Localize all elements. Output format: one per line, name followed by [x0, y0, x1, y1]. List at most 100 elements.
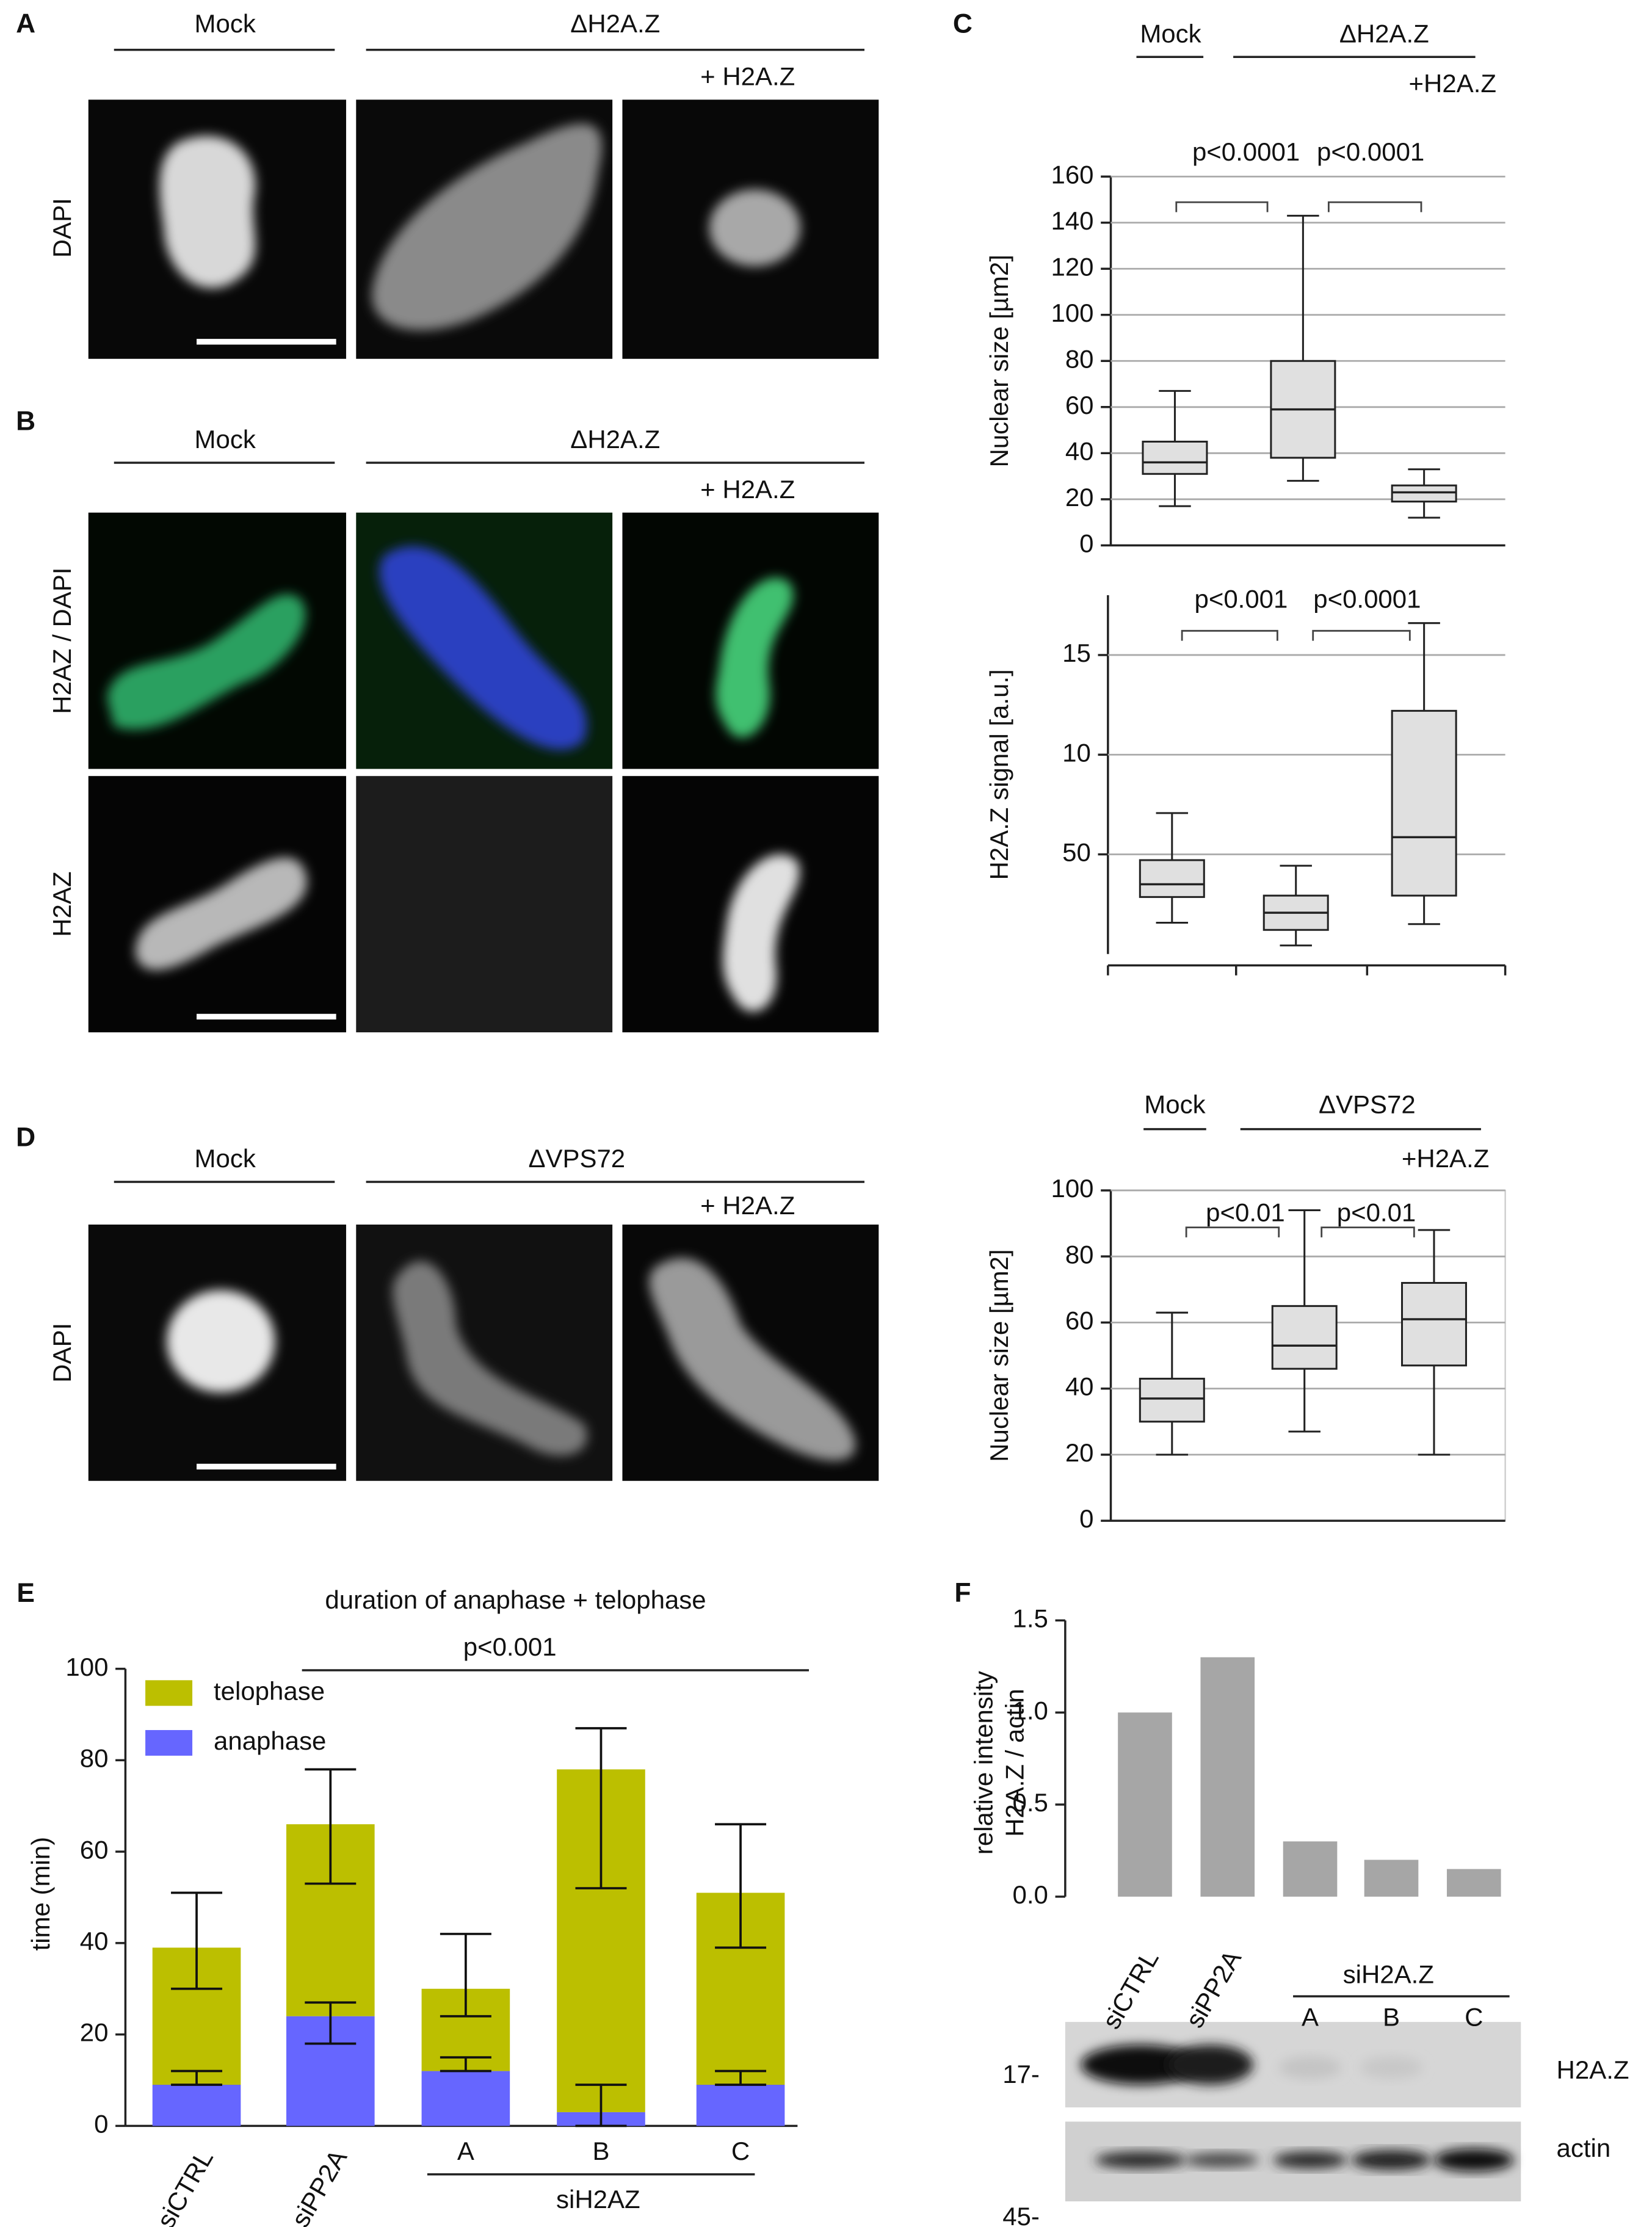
subheader: + H2A.Z — [700, 1191, 795, 1220]
header: ΔH2A.Z — [570, 425, 660, 454]
header: Mock — [1140, 19, 1201, 48]
box — [1139, 1377, 1205, 1423]
y-tick-label: 0 — [1079, 1504, 1093, 1533]
p-value: p<0.0001 — [1313, 584, 1421, 613]
nucleus — [379, 546, 587, 750]
p-value: p<0.01 — [1337, 1198, 1416, 1227]
p-value: p<0.01 — [1206, 1198, 1285, 1227]
band — [1184, 2153, 1259, 2168]
x-tick-label: B — [592, 2137, 609, 2165]
panel-letter: D — [16, 1123, 35, 1153]
subheader: + H2A.Z — [700, 62, 795, 90]
chart-title: duration of anaphase + telophase — [325, 1585, 706, 1614]
y-tick-label: 1.5 — [1013, 1604, 1048, 1632]
box — [1391, 484, 1457, 503]
header: Mock — [1144, 1090, 1206, 1118]
bar-segment — [696, 2085, 785, 2126]
y-axis-label: H2A.Z / actin — [1001, 1689, 1029, 1837]
bracket — [1312, 629, 1411, 641]
nucleus — [649, 1258, 856, 1461]
band — [1167, 2044, 1253, 2085]
y-tick-label: 20 — [1065, 1438, 1094, 1467]
panel-letter: E — [16, 1578, 35, 1608]
group-label: siH2A.Z — [1343, 1960, 1434, 1989]
p-value: p<0.001 — [1194, 584, 1288, 613]
y-tick-label: 60 — [80, 1835, 109, 1864]
x-tick-label: C — [731, 2137, 750, 2165]
micrograph-row — [88, 100, 879, 359]
band — [1273, 2151, 1347, 2169]
y-tick-label: 160 — [1051, 160, 1093, 189]
y-tick-label: 100 — [1051, 299, 1093, 327]
y-tick-label: 50 — [1062, 838, 1091, 867]
legend-label: anaphase — [214, 1726, 326, 1755]
y-tick-label: 40 — [1065, 1372, 1094, 1401]
nucleus — [159, 136, 256, 288]
y-tick-label: 0.5 — [1013, 1788, 1048, 1817]
bar — [1118, 1712, 1172, 1897]
bracket — [1327, 201, 1422, 212]
y-tick-label: 1.0 — [1013, 1696, 1048, 1725]
micrograph-row — [88, 1224, 879, 1481]
band — [1081, 2044, 1201, 2085]
p-value: p<0.001 — [463, 1632, 557, 1661]
legend-swatch — [145, 1729, 193, 1756]
y-tick-label: 0 — [94, 2109, 108, 2138]
y-tick-label: 20 — [80, 2018, 109, 2047]
band-label: H2A.Z — [1557, 2055, 1629, 2084]
x-tick-label: C — [1465, 2003, 1483, 2032]
band — [1360, 2056, 1423, 2079]
y-axis-label: time (min) — [26, 1837, 55, 1951]
y-tick-label: 20 — [1065, 483, 1094, 512]
row-label: DAPI — [48, 1323, 76, 1383]
x-tick-label: A — [457, 2137, 474, 2165]
bar-segment — [152, 2085, 241, 2126]
subheader: + H2A.Z — [700, 475, 795, 504]
y-axis-label: relative intensity — [969, 1671, 998, 1855]
legend-label: telophase — [214, 1676, 325, 1705]
box — [1139, 859, 1205, 898]
nucleus — [709, 189, 801, 267]
western-blot — [1065, 2022, 1521, 2202]
y-tick-label: 140 — [1051, 206, 1093, 235]
legend-swatch — [145, 1680, 193, 1706]
p-value: p<0.0001 — [1192, 137, 1300, 166]
bar — [1200, 1657, 1255, 1897]
marker-label: 17- — [1002, 2060, 1040, 2088]
micrograph — [356, 776, 613, 1033]
header: ΔVPS72 — [1319, 1090, 1416, 1118]
header: Mock — [195, 9, 256, 38]
bracket — [1181, 629, 1278, 641]
bracket — [1185, 1226, 1280, 1237]
bar-segment — [421, 2071, 510, 2126]
row-label: DAPI — [48, 198, 76, 258]
y-tick-label: 100 — [65, 1653, 108, 1681]
y-tick-label: 100 — [1051, 1174, 1093, 1203]
header: ΔH2A.Z — [570, 9, 660, 38]
row-label: H2AZ / DAPI — [48, 568, 76, 714]
subheader: +H2A.Z — [1409, 69, 1496, 98]
nucleus — [393, 1261, 587, 1456]
y-tick-label: 80 — [1065, 1240, 1094, 1269]
x-tick-label: A — [1302, 2003, 1319, 2032]
nucleus — [723, 854, 800, 1012]
marker-label: 45- — [1002, 2202, 1040, 2227]
y-tick-label: 0.0 — [1013, 1880, 1048, 1909]
y-tick-label: 80 — [80, 1744, 109, 1773]
nucleus — [107, 594, 306, 730]
y-tick-label: 60 — [1065, 1306, 1094, 1335]
y-axis-label: H2A.Z signal [a.u.] — [985, 669, 1013, 880]
micrograph-grid — [88, 512, 879, 1033]
y-tick-label: 40 — [1065, 436, 1094, 465]
panel-letter: C — [953, 9, 973, 39]
y-tick-label: 120 — [1051, 252, 1093, 281]
row-label: H2AZ — [48, 871, 76, 936]
header: ΔVPS72 — [528, 1144, 625, 1173]
y-tick-label: 80 — [1065, 344, 1094, 373]
x-tick-label: B — [1383, 2003, 1400, 2032]
y-tick-label: 0 — [1079, 529, 1093, 557]
y-tick-label: 10 — [1062, 738, 1091, 767]
box — [1271, 1305, 1338, 1370]
